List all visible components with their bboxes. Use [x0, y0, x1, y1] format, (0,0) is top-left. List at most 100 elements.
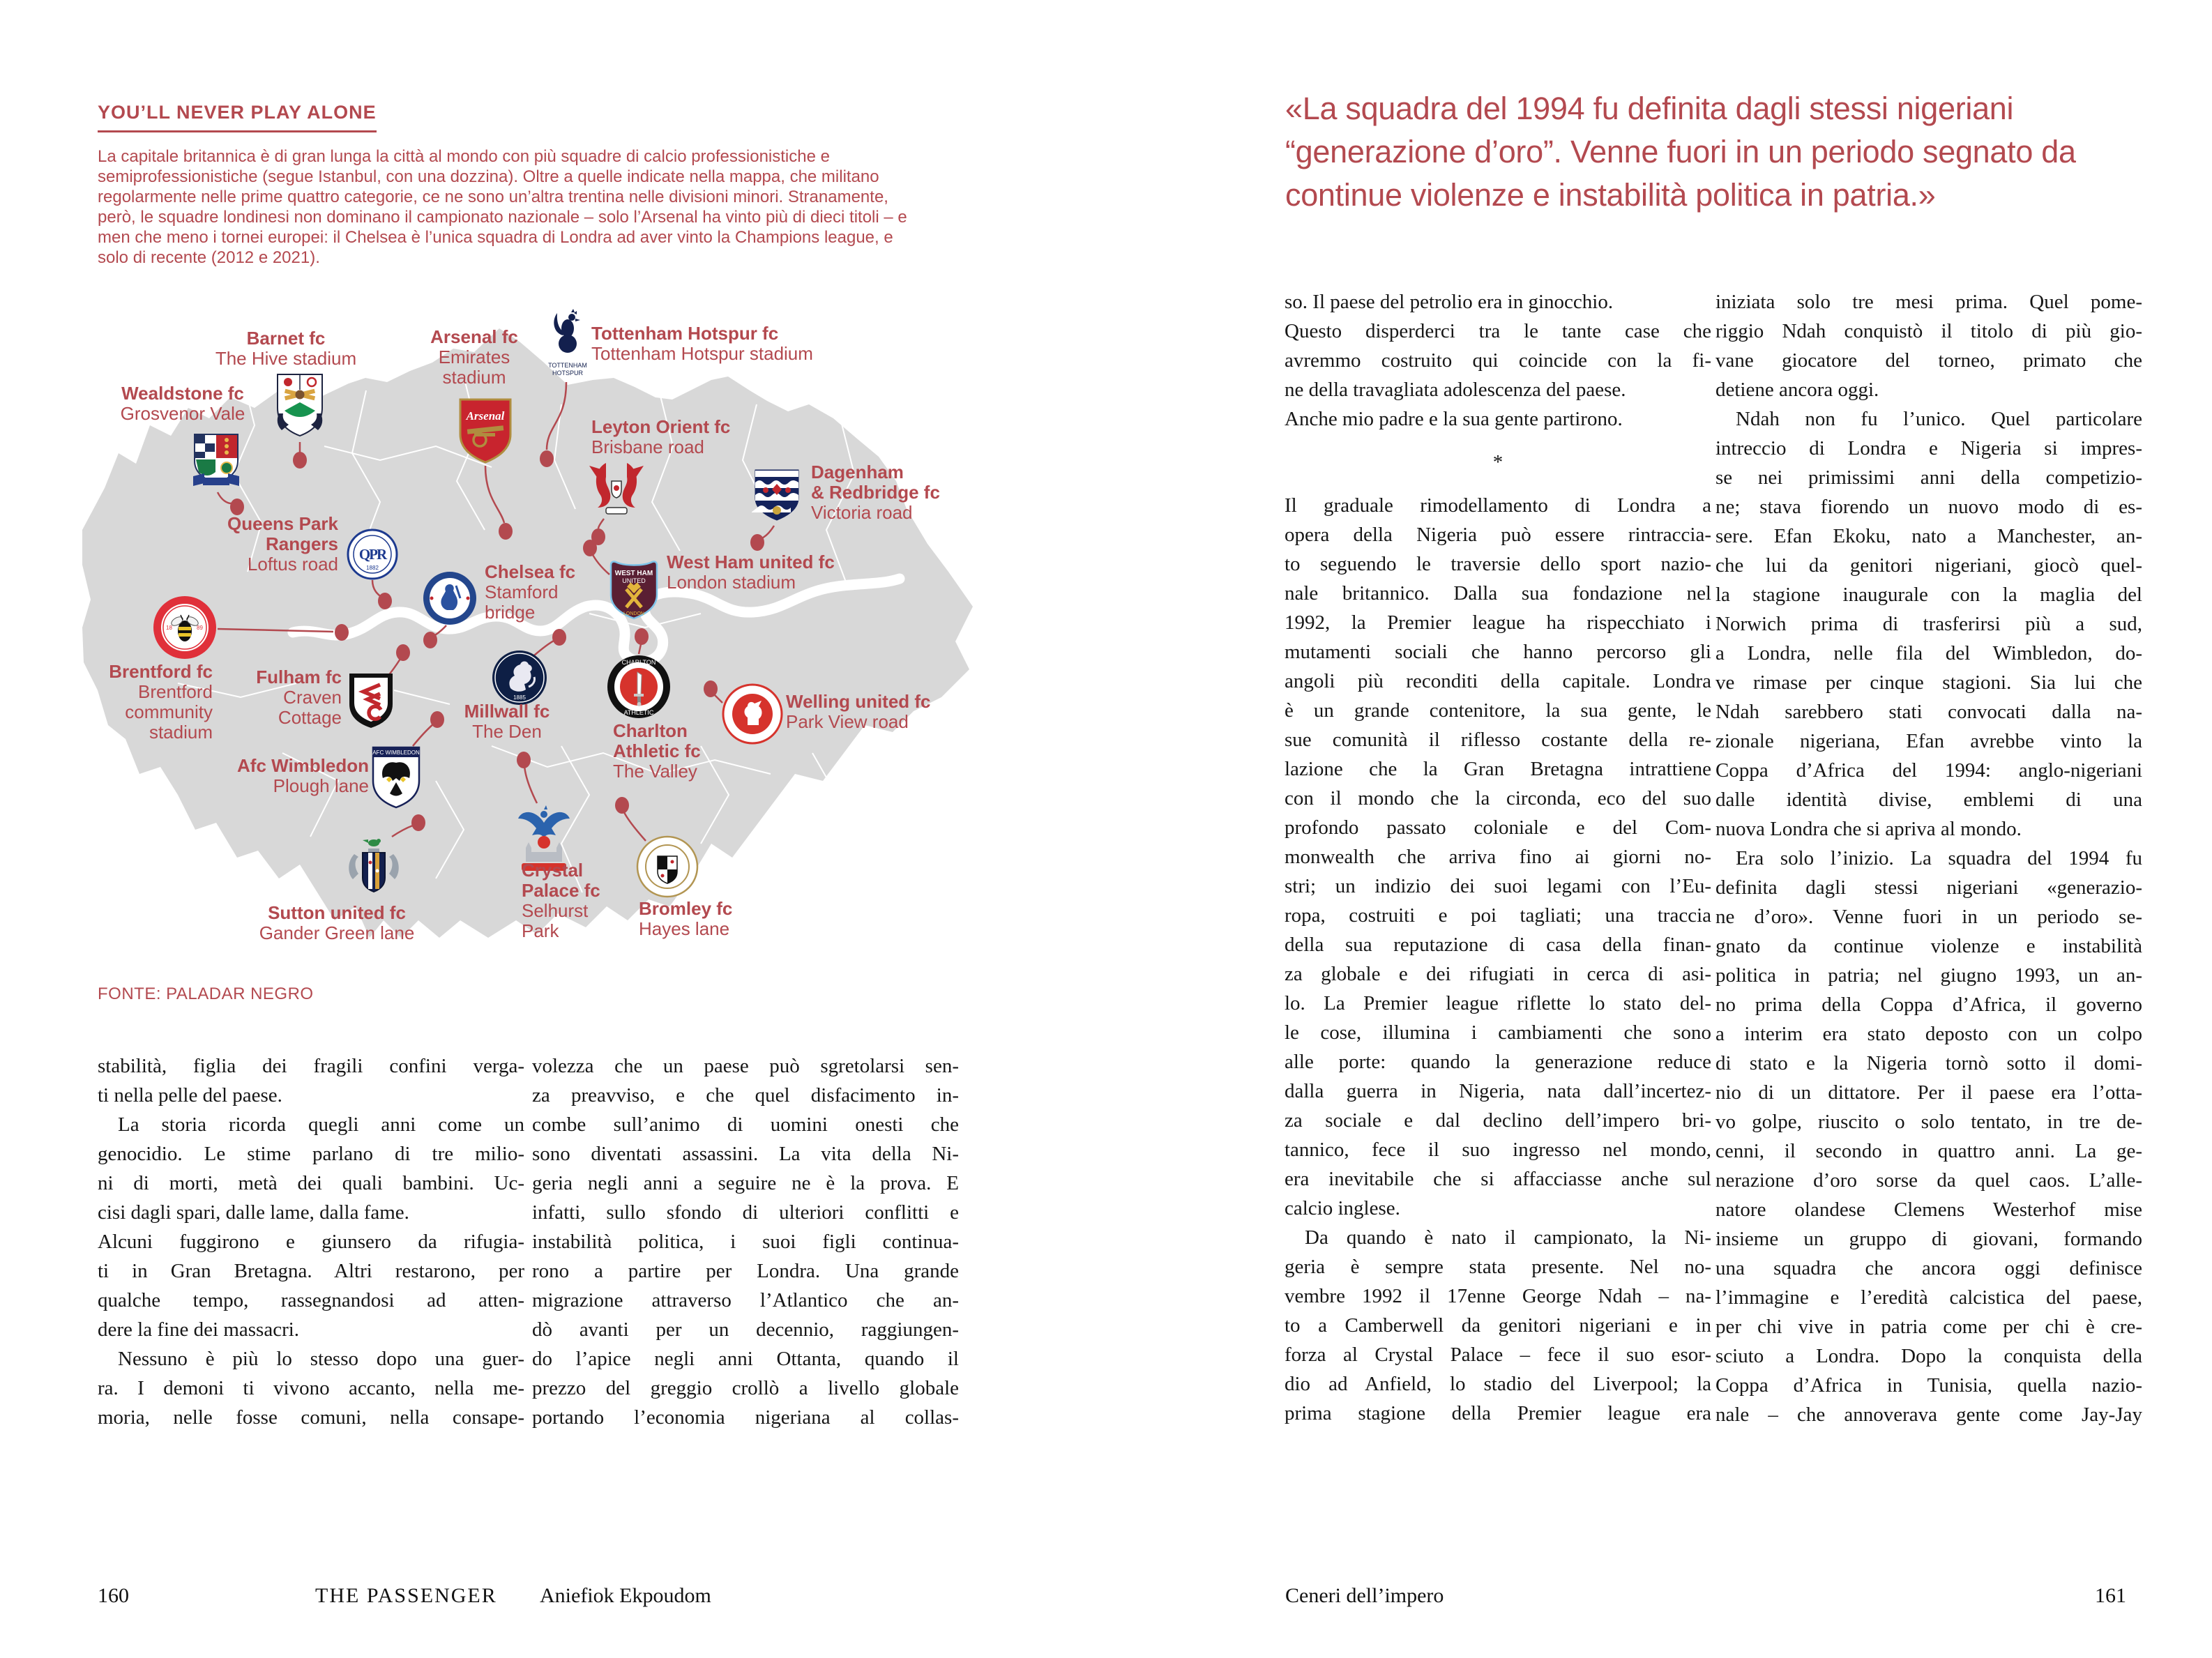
text-line: Dagenham — [811, 462, 904, 482]
text-line: combe sull’animo di uomini onesti che — [532, 1113, 959, 1136]
text-line: to a Camberwell da genitori nigeriani e … — [1285, 1314, 1711, 1337]
text-line: Arsenal fc — [430, 326, 518, 347]
text-line: La storia ricorda quegli anni come un — [98, 1113, 524, 1136]
text-line: insieme un gruppo di giovani, formando — [1715, 1228, 2142, 1250]
text-line: sono diventati assassini. La vita della … — [532, 1143, 959, 1165]
text-line: geria è sempre stata presente. Nel no- — [1285, 1256, 1711, 1278]
text-line: ra. I demoni ti vivono accanto, nella me… — [98, 1377, 524, 1399]
brentford-crest-icon: 18 89 — [153, 596, 216, 659]
text-line: & Redbridge fc — [811, 482, 940, 503]
text-line: di stato e la Nigeria tornò sotto il dom… — [1715, 1052, 2142, 1074]
sutton-crest-icon — [349, 839, 399, 893]
text-line: «La squadra del 1994 fu definita dagli s… — [1285, 91, 2014, 126]
svg-text:AFC WIMBLEDON: AFC WIMBLEDON — [372, 750, 420, 756]
text-line: Era solo l’inizio. La squadra del 1994 f… — [1715, 847, 2142, 869]
svg-text:ATHLETIC: ATHLETIC — [624, 709, 654, 716]
text-line: Grosvenor Vale — [120, 403, 245, 424]
text-line: a Londra, nelle fila del Wimbledon, do- — [1715, 642, 2142, 664]
text-line: ne d’oro». Venne fuori in un periodo se- — [1715, 906, 2142, 928]
text-line: Gander Green lane — [259, 922, 415, 943]
text-line: Da quando è nato il campionato, la Ni- — [1285, 1226, 1711, 1249]
text-line: * — [1492, 451, 1503, 473]
text-line: so. Il paese del petrolio era in ginocch… — [1285, 291, 1614, 313]
text-line: “generazione d’oro”. Venne fuori in un p… — [1285, 134, 2076, 169]
text-line: dalle identità divise, emblemi di una — [1715, 789, 2142, 811]
svg-text:89: 89 — [197, 625, 203, 631]
text-line: regolarmente nelle prime quattro categor… — [98, 188, 888, 206]
text-line: l’immagine e l’eredità calcistica del pa… — [1715, 1286, 2142, 1309]
text-line: Plough lane — [273, 775, 369, 796]
thames-river — [287, 573, 905, 667]
text-line: Rangers — [265, 533, 338, 554]
text-line: Afc Wimbledon — [237, 755, 369, 776]
text-line: iniziata solo tre mesi prima. Quel pome- — [1715, 291, 2142, 313]
svg-text:CHARLTON: CHARLTON — [622, 659, 656, 666]
text-line: nale britannico. Dalla sua fondazione ne… — [1285, 582, 1711, 604]
text-line: alle porte: quando la generazione reduce — [1285, 1051, 1711, 1073]
text-line: Hayes lane — [639, 918, 730, 939]
text-line: ne; stava fiorendo un nuovo modo di es- — [1715, 496, 2142, 518]
text-line: stri; un indizio dei suoi legami con l’E… — [1285, 875, 1711, 897]
text-line: opera della Nigeria può essere rintracci… — [1285, 524, 1711, 546]
text-line: Ndah non fu l’unico. Quel particolare — [1715, 408, 2142, 430]
text-line: lazione che la Gran Bretagna intrattiene — [1285, 758, 1711, 780]
svg-text:LONDON: LONDON — [623, 611, 644, 616]
text-line: Norwich prima di trasferirsi più a sud, — [1715, 613, 2142, 635]
intro-paragraph: La capitale britannica è di gran lunga l… — [98, 146, 969, 268]
text-line: Park View road — [786, 711, 909, 732]
text-line: cisi dagli spari, dalle lame, dalla fame… — [98, 1201, 409, 1224]
stadium-dots — [230, 450, 764, 831]
text-line: le cose, illumina i cambiamenti che sono — [1285, 1021, 1711, 1044]
text-line: community — [125, 701, 213, 722]
text-line: London stadium — [667, 572, 796, 593]
svg-text:HOTSPUR: HOTSPUR — [552, 370, 584, 377]
text-line: forza al Crystal Palace – fece il suo es… — [1285, 1344, 1711, 1366]
text-line: lo. La Premier league riflette lo stato … — [1285, 992, 1711, 1014]
text-line: za sociale e dal declino dell’impero bri… — [1285, 1109, 1711, 1132]
text-line: genocidio. Le stime parlano di tre milio… — [98, 1143, 524, 1165]
map-source: FONTE: PALADAR NEGRO — [98, 984, 314, 1003]
text-line: to seguendo le traversie dello sport naz… — [1285, 553, 1711, 575]
text-line: migrazione attraverso l’Atlantico che an… — [532, 1289, 959, 1311]
text-line: natore olandese Clemens Westerhof mise — [1715, 1199, 2142, 1221]
text-line: solo di recente (2012 e 2021). — [98, 248, 320, 267]
tottenham-crest-icon: TOTTENHAM HOTSPUR — [548, 309, 587, 377]
svg-text:1885: 1885 — [513, 694, 526, 701]
text-line: volezza che un paese può sgretolarsi sen… — [532, 1055, 959, 1077]
west-ham-crest-icon: WEST HAM UNITED LONDON — [609, 561, 658, 620]
text-line: Ndah sarebbero stati convocati dalla na- — [1715, 701, 2142, 723]
text-line: moria, nelle fosse comuni, nella consape… — [98, 1406, 524, 1429]
text-line: ve rimase per cinque stagioni. Sia lui c… — [1715, 671, 2142, 694]
text-line: ne della travagliata adolescenza del pae… — [1285, 379, 1626, 401]
pull-quote: «La squadra del 1994 fu definita dagli s… — [1285, 87, 2164, 217]
text-line: era inevitabile che si affacciasse anche… — [1285, 1168, 1711, 1190]
text-line: sere. Efan Ekoku, nato a Manchester, an- — [1715, 525, 2142, 547]
text-line: Park — [522, 920, 559, 941]
wealdstone-crest-icon — [193, 434, 239, 486]
text-line: dalla guerra in Nigeria, nata dall’incer… — [1285, 1080, 1711, 1102]
text-line: vembre 1992 il 17enne George Ndah – na- — [1285, 1285, 1711, 1307]
text-line: Selhurst — [522, 900, 589, 921]
barnet-crest-icon — [277, 374, 323, 437]
page-number-left: 160 — [98, 1584, 129, 1607]
text-line: detiene ancora oggi. — [1715, 379, 1879, 401]
crystal-palace-crest-icon — [518, 805, 570, 871]
svg-text:18: 18 — [166, 625, 172, 631]
text-line: che lui da genitori nigeriani, giocò que… — [1715, 554, 2142, 577]
text-line: continue violenze e instabilità politica… — [1285, 177, 1936, 213]
left-body-column-2: volezza che un paese può sgretolarsi sen… — [532, 1051, 959, 1432]
text-line: qualche tempo, rassegnandosi ad atten- — [98, 1289, 524, 1311]
svg-text:1882: 1882 — [366, 565, 379, 571]
text-line: tannico, fece il suo ingresso nel mondo, — [1285, 1139, 1711, 1161]
svg-text:TOTTENHAM: TOTTENHAM — [548, 362, 587, 369]
text-line: Stamford — [485, 581, 559, 602]
text-line: intreccio di Londra e Nigeria si impres- — [1715, 437, 2142, 459]
text-line: cenni, il secondo in quattro anni. La ge… — [1715, 1140, 2142, 1162]
text-line: gnato da continue violenze e instabilità — [1715, 935, 2142, 957]
text-line: za globale e dei rifugiati in cerca di a… — [1285, 963, 1711, 985]
text-line: Tottenham Hotspur stadium — [591, 343, 813, 364]
svg-text:UNITED: UNITED — [622, 577, 646, 584]
text-line: però, le squadre londinesi non dominano … — [98, 208, 907, 227]
text-line: è un grande contenitore, la sua gente, l… — [1285, 699, 1711, 722]
